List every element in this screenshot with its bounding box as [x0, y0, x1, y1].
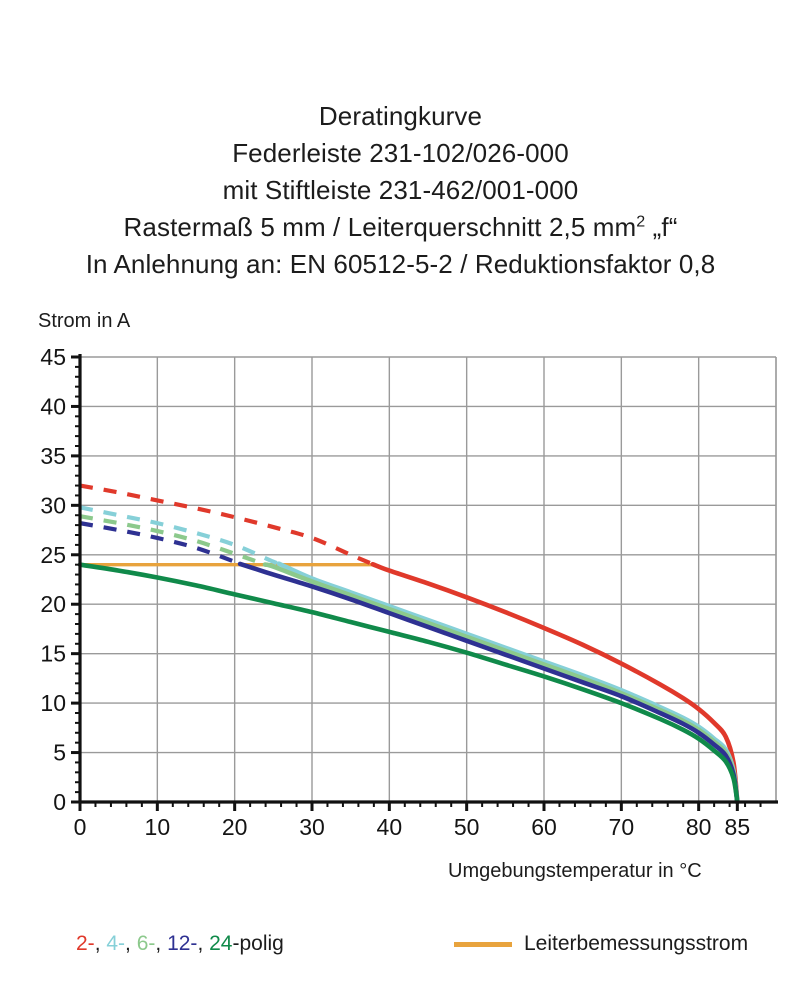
y-axis-title: Strom in A: [38, 310, 131, 332]
x-tick-label: 80: [686, 814, 712, 840]
chart-title-block: Deratingkurve Federleiste 231-102/026-00…: [0, 98, 801, 283]
x-tick-label: 30: [299, 814, 325, 840]
legend-poles-part-3: ,: [125, 932, 137, 955]
legend-poles: 2-, 4-, 6-, 12-, 24-polig: [76, 930, 284, 958]
y-tick-label: 20: [40, 591, 66, 617]
x-tick-label: 0: [74, 814, 87, 840]
x-tick-label: 50: [454, 814, 480, 840]
x-axis-title: Umgebungstemperatur in °C: [448, 860, 702, 882]
legend-poles-part-2: 4-: [106, 932, 126, 955]
y-tick-label: 35: [40, 443, 66, 469]
legend-poles-part-9: -polig: [232, 932, 284, 955]
chart-legend: 2-, 4-, 6-, 12-, 24-polig Leiterbemessun…: [0, 930, 801, 975]
x-tick-label: 40: [377, 814, 403, 840]
curve-solid-6-polig: [262, 562, 740, 805]
legend-poles-part-4: 6-: [136, 932, 156, 955]
curve-solid-4-polig: [276, 561, 740, 805]
legend-poles-part-5: ,: [155, 932, 168, 955]
legend-poles-part-8: 24: [209, 932, 233, 955]
y-tick-label: 5: [53, 740, 66, 766]
y-tick-label: 10: [40, 690, 66, 716]
legend-poles-part-7: ,: [197, 932, 210, 955]
legend-line-swatch-icon: [454, 941, 512, 947]
title-line-5: In Anlehnung an: EN 60512-5-2 / Reduktio…: [85, 249, 716, 279]
x-tick-label: 85: [725, 814, 751, 840]
x-tick-label: 10: [145, 814, 171, 840]
title-line-2: Federleiste 231-102/026-000: [232, 138, 569, 168]
curve-dashed-2-polig: [79, 483, 375, 567]
curve-dashed-12-polig: [79, 521, 244, 567]
title-line-4-text: Rastermaß 5 mm / Leiterquerschnitt 2,5 m…: [123, 212, 637, 242]
legend-poles-part-0: 2-: [76, 932, 95, 955]
title-line-4: Rastermaß 5 mm / Leiterquerschnitt 2,5 m…: [0, 209, 801, 246]
legend-rated-label: Leiterbemessungsstrom: [524, 932, 749, 955]
title-line-1: Deratingkurve: [318, 101, 483, 131]
plot-svg: 0 5 10 15 20 25 30 35 40 45 0 10 20 30 40 50 60 70 80 85: [40, 344, 778, 840]
curve-dashed-6-polig: [79, 514, 267, 567]
curve-solid-2-polig: [370, 561, 740, 805]
legend-poles-part-6: 12-: [167, 932, 198, 955]
curve-dashed-4-polig: [79, 505, 282, 567]
curve-solid-12-polig: [237, 561, 740, 805]
chart-container: Strom in A Umgebungstemperatur in °C 0 5 1…: [0, 300, 801, 900]
x-tick-label: 20: [222, 814, 248, 840]
x-tick-label: 70: [609, 814, 635, 840]
curve-solid-24-polig: [77, 562, 740, 805]
title-line-3: mit Stiftleiste 231-462/001-000: [222, 175, 579, 205]
legend-poles-part-1: ,: [94, 932, 107, 955]
legend-rated-current: Leiterbemessungsstrom: [454, 930, 748, 958]
y-tick-label: 30: [40, 492, 66, 518]
y-tick-label: 25: [40, 542, 66, 568]
title-line-4-tail: „f“: [645, 212, 678, 242]
y-tick-label: 15: [40, 641, 66, 667]
x-tick-label: 60: [531, 814, 557, 840]
title-line-4-superscript: 2: [636, 212, 646, 231]
y-tick-label: 40: [40, 393, 66, 419]
y-tick-label: 45: [40, 344, 66, 370]
y-tick-label: 0: [53, 789, 66, 815]
